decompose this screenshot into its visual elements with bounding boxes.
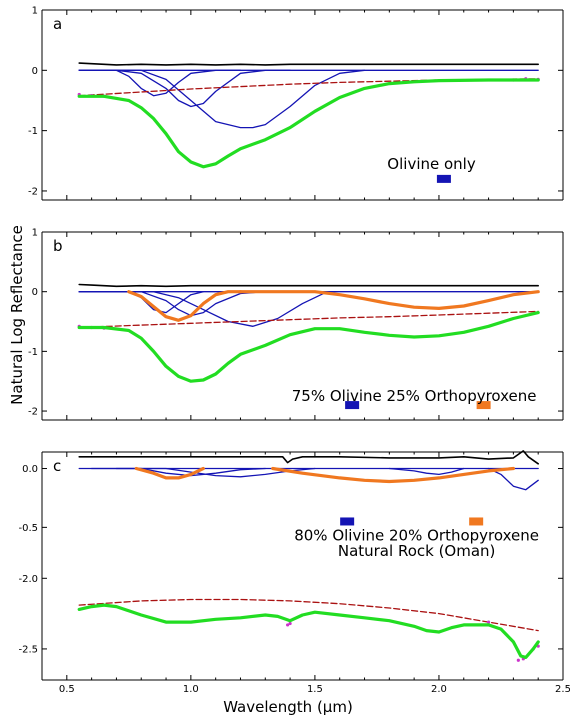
y-tick-label: -0.5 — [18, 523, 38, 534]
measured-point — [286, 623, 290, 627]
series-residual-line — [78, 62, 539, 66]
series-orthopyroxene-line — [271, 466, 515, 484]
panel-annotation: 75% Olivine 25% Orthopyroxene — [292, 387, 537, 405]
y-tick-label: 1 — [32, 228, 38, 239]
series-continuum-line — [78, 310, 539, 329]
series-olivine-line — [90, 467, 266, 477]
y-tick-label: -1 — [28, 126, 38, 137]
series-orthopyroxene-line — [238, 290, 540, 310]
panel-label: b — [53, 237, 63, 255]
series-olivine-line — [388, 467, 465, 476]
panel-label: a — [53, 15, 62, 33]
x-tick-label: 1.0 — [183, 684, 199, 695]
panel-b: 1 0 -1 -2 b 75% Olivine 25% Orthopyroxene — [28, 228, 564, 421]
panel-label: c — [53, 457, 61, 475]
y-tick-label: 1 — [32, 6, 38, 17]
y-axis-title: Natural Log Reflectance — [8, 225, 26, 405]
series-orthopyroxene-line — [127, 290, 243, 322]
series-orthopyroxene-line — [134, 466, 205, 480]
x-tick-label: 2.5 — [555, 684, 570, 695]
series-spectrum-line — [77, 603, 540, 659]
panel-annotation: Olivine only — [387, 155, 476, 173]
y-tick-label: -1 — [28, 347, 38, 358]
x-tick-label: 0.5 — [59, 684, 75, 695]
orthopyroxene-legend-marker — [469, 517, 484, 526]
series-olivine-line — [78, 291, 328, 327]
measured-point — [288, 621, 292, 626]
series-residual-line — [78, 450, 539, 465]
panel-c: 0.0 -0.5 c 80% Olivine 20% OrthopyroxeneNat… — [18, 450, 564, 681]
x-tick-label: 2.0 — [431, 684, 447, 695]
x-tick-label: 1.5 — [307, 684, 323, 695]
series-olivine-line — [78, 69, 242, 97]
measured-point — [516, 658, 520, 662]
series-olivine-line — [78, 291, 266, 317]
y-tick-label: 0 — [32, 287, 38, 298]
series-continuum-line — [78, 598, 539, 632]
series-olivine-line — [487, 467, 539, 491]
olivine-legend-marker — [340, 517, 355, 526]
y-tick-label: -2.5 — [18, 644, 38, 655]
y-tick-label: 0 — [32, 66, 38, 77]
y-tick-label: -2 — [28, 407, 38, 418]
series-olivine-line — [78, 69, 291, 108]
panels: 1 0 -1 -2 a Olivine only 1 0 -1 -2 b 75% Olivine 25… — [18, 6, 570, 696]
orthopyroxene-legend-marker — [476, 401, 491, 410]
y-tick-label: -2.0 — [18, 574, 38, 585]
series-continuum-line — [78, 78, 539, 97]
x-axis-title: Wavelength (µm) — [223, 698, 353, 716]
series-spectrum-line — [77, 78, 540, 169]
panel-c-lower: -2.0 -2.5 — [18, 574, 563, 662]
y-tick-label: -2 — [28, 186, 38, 197]
panel-annotation: 80% Olivine 20% Orthopyroxene — [294, 527, 539, 545]
panel-a: 1 0 -1 -2 a Olivine only — [28, 6, 564, 201]
series-residual-line — [78, 283, 539, 288]
measured-point — [486, 620, 491, 624]
panel-annotation: Natural Rock (Oman) — [338, 542, 496, 560]
olivine-legend-marker — [345, 401, 360, 410]
series-spectrum-line — [77, 311, 540, 383]
olivine-legend-marker — [436, 174, 451, 183]
y-tick-label: 0.0 — [22, 464, 38, 475]
